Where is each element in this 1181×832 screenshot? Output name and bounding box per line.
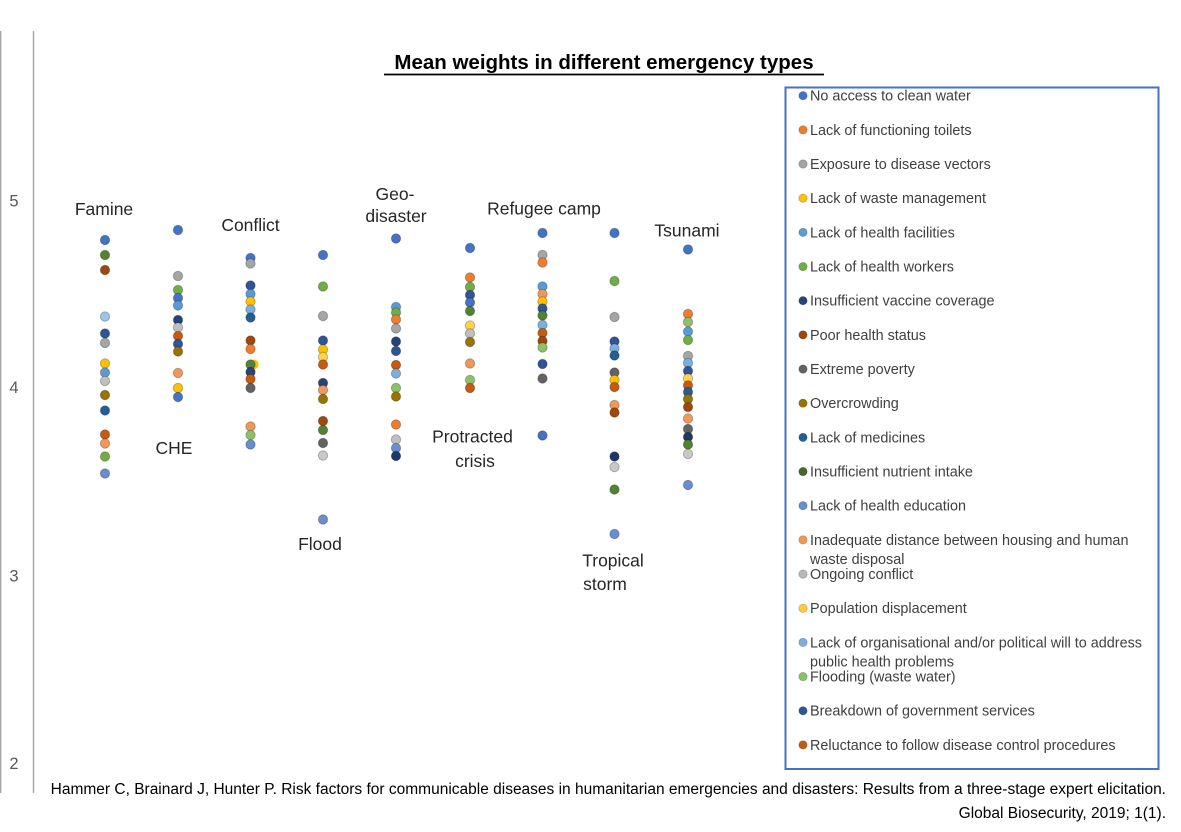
svg-text:storm: storm [583,574,627,594]
svg-text:waste disposal: waste disposal [809,552,904,568]
svg-text:Tsunami: Tsunami [654,221,719,241]
svg-text:Lack of organisational and/or: Lack of organisational and/or political … [810,635,1142,651]
svg-text:Hammer C, Brainard J, Hunter P: Hammer C, Brainard J, Hunter P. Risk fac… [51,781,1166,798]
svg-text:Tropical: Tropical [582,551,644,571]
svg-text:No access to clean water: No access to clean water [810,89,971,105]
svg-text:Inadequate distance between ho: Inadequate distance between housing and … [810,533,1128,549]
svg-text:Refugee camp: Refugee camp [487,199,601,219]
svg-text:Protracted: Protracted [432,427,513,447]
svg-text:Global Biosecurity, 2019; 1(1): Global Biosecurity, 2019; 1(1). [959,805,1166,822]
svg-text:Lack of health workers: Lack of health workers [810,259,954,275]
svg-text:2: 2 [9,755,18,773]
svg-text:3: 3 [9,568,18,586]
svg-text:Lack of medicines: Lack of medicines [810,430,925,446]
svg-text:Mean weights in different emer: Mean weights in different emergency type… [394,51,813,74]
svg-text:Poor health status: Poor health status [810,328,926,344]
svg-text:Flood: Flood [298,534,342,554]
svg-text:Breakdown of government servic: Breakdown of government services [810,704,1035,720]
svg-text:Flooding (waste water): Flooding (waste water) [810,670,956,686]
svg-text:Ongoing conflict: Ongoing conflict [810,567,913,583]
svg-text:disaster: disaster [365,206,426,226]
svg-text:CHE: CHE [156,438,193,458]
svg-text:Reluctance to follow disease c: Reluctance to follow disease control pro… [810,738,1116,754]
svg-text:Lack of functioning toilets: Lack of functioning toilets [810,123,972,139]
svg-text:Overcrowding: Overcrowding [810,396,899,412]
svg-text:Lack of health education: Lack of health education [810,499,966,515]
svg-text:Geo-: Geo- [376,184,415,204]
svg-text:Population displacement: Population displacement [810,601,967,617]
svg-text:Lack of health facilities: Lack of health facilities [810,225,955,241]
svg-text:Insufficient nutrient intake: Insufficient nutrient intake [810,465,973,481]
svg-text:crisis: crisis [455,451,495,471]
svg-text:Lack of waste management: Lack of waste management [810,191,986,207]
svg-text:4: 4 [9,379,18,397]
svg-text:Exposure to disease vectors: Exposure to disease vectors [810,157,991,173]
svg-text:public health problems: public health problems [810,654,954,670]
svg-text:Extreme poverty: Extreme poverty [810,362,916,378]
svg-text:5: 5 [9,193,18,211]
svg-text:Famine: Famine [75,199,133,219]
svg-text:Conflict: Conflict [221,215,279,235]
svg-text:Insufficient vaccine coverage: Insufficient vaccine coverage [810,294,995,310]
